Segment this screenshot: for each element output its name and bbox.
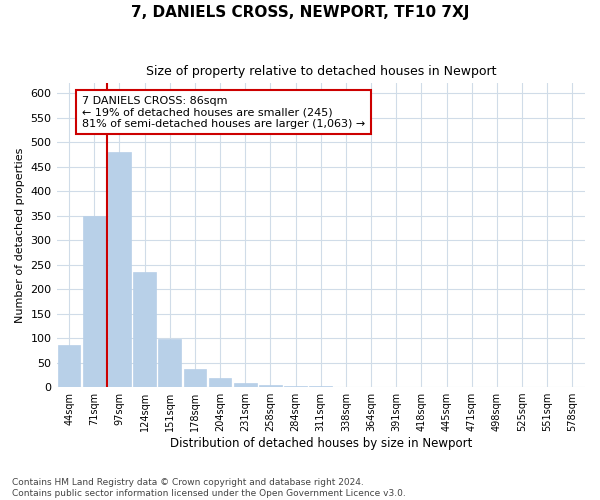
Bar <box>259 385 282 387</box>
Bar <box>108 152 131 387</box>
Bar <box>184 369 206 387</box>
Text: 7 DANIELS CROSS: 86sqm
← 19% of detached houses are smaller (245)
81% of semi-de: 7 DANIELS CROSS: 86sqm ← 19% of detached… <box>82 96 365 129</box>
X-axis label: Distribution of detached houses by size in Newport: Distribution of detached houses by size … <box>170 437 472 450</box>
Y-axis label: Number of detached properties: Number of detached properties <box>15 148 25 323</box>
Title: Size of property relative to detached houses in Newport: Size of property relative to detached ho… <box>146 65 496 78</box>
Text: 7, DANIELS CROSS, NEWPORT, TF10 7XJ: 7, DANIELS CROSS, NEWPORT, TF10 7XJ <box>131 5 469 20</box>
Bar <box>158 339 181 387</box>
Bar <box>310 386 332 387</box>
Bar <box>58 346 80 387</box>
Bar <box>234 383 257 387</box>
Bar <box>209 378 232 387</box>
Bar <box>284 386 307 387</box>
Bar <box>133 272 156 387</box>
Bar <box>83 216 106 387</box>
Text: Contains HM Land Registry data © Crown copyright and database right 2024.
Contai: Contains HM Land Registry data © Crown c… <box>12 478 406 498</box>
